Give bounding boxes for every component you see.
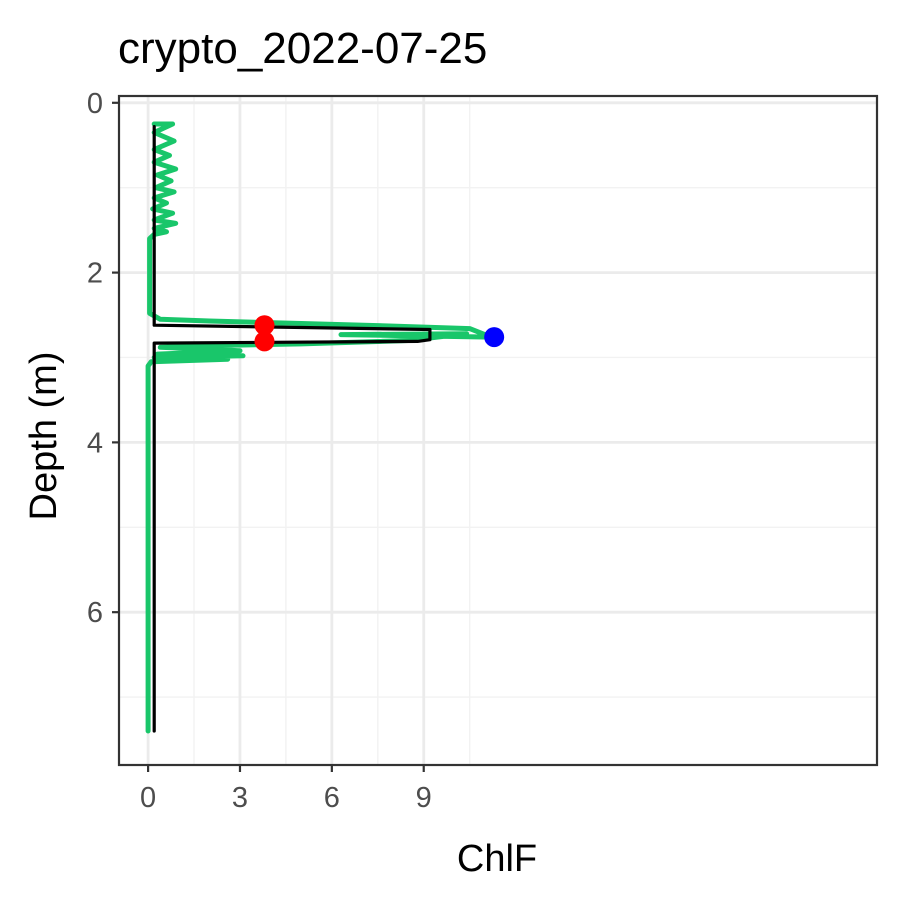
x-tick-label: 0	[140, 782, 156, 814]
y-tick-label: 0	[87, 88, 103, 120]
plot-panel	[119, 96, 877, 765]
x-tick-label: 6	[324, 782, 340, 814]
chart-title: crypto_2022-07-25	[118, 24, 487, 73]
fitted-profile-line	[152, 124, 432, 733]
panel-border	[117, 94, 879, 767]
y-tick-label: 2	[87, 258, 103, 290]
x-axis-label: ChlF	[457, 838, 537, 880]
x-tick-label: 3	[232, 782, 248, 814]
y-tick-label: 4	[87, 427, 103, 459]
max-chlf-point	[484, 327, 505, 348]
peak-upper-bound-point	[254, 315, 275, 336]
data-marks	[145, 121, 505, 734]
y-tick-label: 6	[87, 597, 103, 629]
axes: 0 3 6 9 0 2 4 6	[87, 88, 879, 814]
x-tick-label: 9	[416, 782, 432, 814]
peak-lower-bound-point	[254, 331, 275, 352]
y-axis-label: Depth (m)	[23, 352, 65, 521]
chlf-profile-line	[145, 121, 494, 734]
